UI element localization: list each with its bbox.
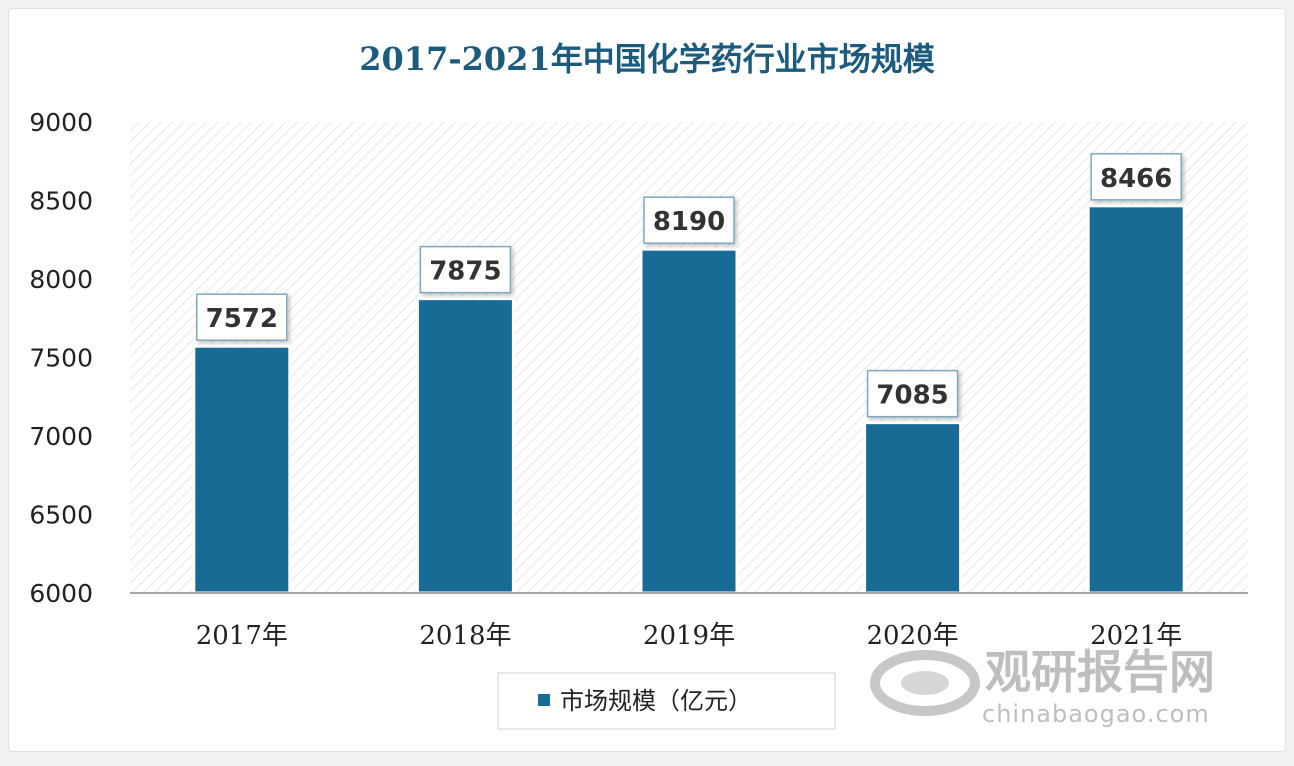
x-tick-label: 2021年 [1090, 621, 1182, 651]
watermark-logo-icon [870, 650, 980, 716]
legend-box [497, 672, 836, 730]
legend: 市场规模（亿元） [497, 672, 836, 730]
bar [863, 421, 963, 595]
x-tick-label: 2018年 [419, 621, 511, 651]
bar [415, 297, 515, 595]
watermark-url: chinabaogao.com [982, 700, 1210, 728]
data-label: 7875 [429, 257, 501, 287]
x-tick-label: 2019年 [643, 621, 735, 651]
x-axis: 2017年 2018年 2019年 2020年 2021年 [196, 621, 1183, 651]
legend-swatch [538, 694, 550, 706]
y-tick-label: 8500 [29, 187, 93, 216]
x-tick-label: 2020年 [867, 621, 959, 651]
legend-label: 市场规模（亿元） [560, 687, 752, 715]
watermark: 观研报告网 chinabaogao.com [870, 645, 1215, 728]
y-tick-label: 6000 [29, 579, 93, 608]
data-label: 7572 [206, 304, 278, 334]
chart-title: 2017-2021年中国化学药行业市场规模 [359, 40, 934, 78]
bars-group: 7572 7875 8190 7085 8466 [192, 153, 1186, 595]
data-label-box [866, 369, 959, 418]
data-label-box [196, 293, 288, 341]
y-tick-label: 8000 [29, 265, 93, 294]
data-label-box [419, 245, 512, 294]
data-label: 8190 [653, 207, 725, 237]
data-label-box [643, 196, 735, 244]
bar [639, 247, 739, 595]
y-tick-label: 7500 [29, 344, 93, 373]
y-tick-label: 6500 [29, 501, 93, 530]
y-tick-label: 9000 [29, 108, 93, 137]
y-tick-label: 7000 [29, 422, 93, 451]
y-axis: 6000 6500 7000 7500 8000 8500 9000 [29, 108, 93, 608]
bar [192, 344, 292, 595]
bar [1086, 204, 1186, 595]
data-label-box [1090, 153, 1182, 201]
data-label: 7085 [876, 381, 948, 411]
data-label: 8466 [1100, 164, 1172, 194]
x-tick-label: 2017年 [196, 621, 288, 651]
watermark-brand: 观研报告网 [985, 645, 1215, 699]
